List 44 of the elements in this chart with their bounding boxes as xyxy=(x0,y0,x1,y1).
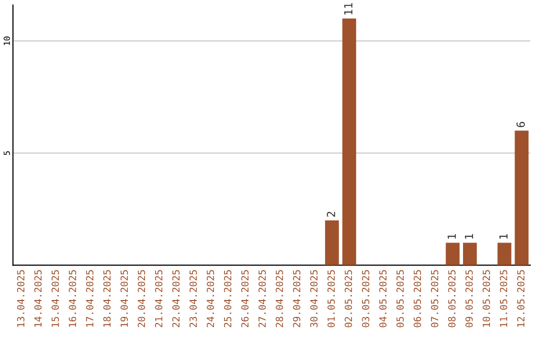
data-label: 6 xyxy=(516,122,525,128)
x-tick-label: 21.04.2025 xyxy=(155,270,162,328)
x-tick-label: 24.04.2025 xyxy=(206,270,214,328)
x-tick-label: 03.05.2025 xyxy=(362,270,370,328)
bar xyxy=(463,242,477,266)
y-tick-label: 5 xyxy=(4,151,10,156)
x-tick-label: 29.04.2025 xyxy=(292,270,300,328)
data-label: 1 xyxy=(499,234,508,239)
x-tick-label: 18.04.2025 xyxy=(103,270,111,327)
bar xyxy=(342,18,356,266)
x-tick-label: 19.04.2025 xyxy=(120,270,128,327)
x-tick-label: 05.05.2025 xyxy=(396,270,404,328)
x-tick-label: 14.04.2025 xyxy=(34,270,42,327)
bar xyxy=(514,130,529,266)
x-tick-label: 20.04.2025 xyxy=(138,270,146,328)
x-tick-label: 23.04.2025 xyxy=(190,270,197,328)
x-tick-label: 25.04.2025 xyxy=(224,270,232,328)
x-tick-label: 07.05.2025 xyxy=(430,270,438,328)
x-tick-label: 12.05.2025 xyxy=(517,270,525,327)
bar xyxy=(498,242,512,266)
bar xyxy=(325,220,339,266)
data-label: 1 xyxy=(464,234,474,239)
x-tick-label: 22.04.2025 xyxy=(172,270,180,328)
x-tick-label: 09.05.2025 xyxy=(465,270,473,328)
x-tick-label: 28.04.2025 xyxy=(276,270,284,328)
x-tick-label: 08.05.2025 xyxy=(448,270,456,328)
x-tick-label: 13.04.2025 xyxy=(17,270,24,327)
data-label: 2 xyxy=(326,212,336,217)
x-tick-label: 06.05.2025 xyxy=(414,270,422,328)
x-tick-label: 10.05.2025 xyxy=(482,270,490,327)
x-tick-label: 17.04.2025 xyxy=(86,270,94,327)
x-tick-label: 15.04.2025 xyxy=(52,270,59,327)
x-tick-label: 26.04.2025 xyxy=(241,270,249,328)
x-tick-label: 30.04.2025 xyxy=(310,270,318,328)
x-tick-label: 16.04.2025 xyxy=(68,270,76,327)
y-tick-label: 10 xyxy=(4,36,10,45)
data-label: 11 xyxy=(344,3,352,14)
bar xyxy=(446,242,460,266)
x-tick-label: 04.05.2025 xyxy=(379,270,387,328)
x-tick-label: 02.05.2025 xyxy=(344,270,352,328)
data-label: 1 xyxy=(448,234,456,239)
x-tick-label: 01.05.2025 xyxy=(327,270,335,328)
x-tick-label: 11.05.2025 xyxy=(500,270,508,327)
x-tick-label: 27.04.2025 xyxy=(258,270,266,328)
